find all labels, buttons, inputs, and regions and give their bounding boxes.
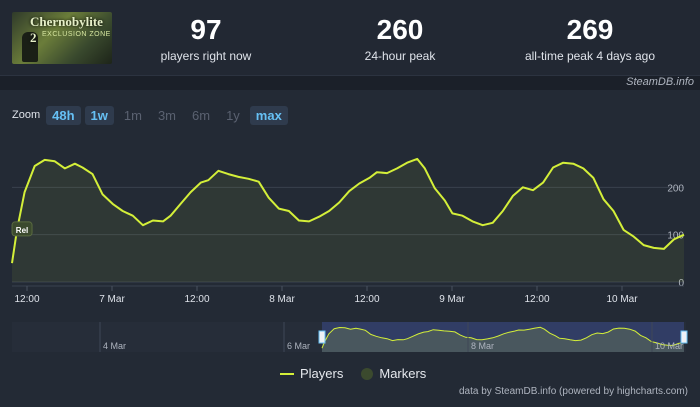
zoom-max-button[interactable]: max (249, 105, 288, 125)
thumbnail-title: Chernobylite 2 (30, 14, 103, 45)
stat-24h-peak: 260 24-hour peak (310, 14, 490, 63)
thumbnail-subtitle: EXCLUSION ZONE (42, 31, 111, 38)
zoom-label: Zoom (12, 109, 41, 121)
zoom-48h-button[interactable]: 48h (46, 105, 81, 125)
y-tick-label: 200 (667, 183, 684, 194)
x-tick-label: 7 Mar (99, 294, 125, 305)
navigator-label: 10 Mar (655, 341, 683, 351)
zoom-1y-button[interactable]: 1y (226, 107, 240, 123)
x-tick-label: 10 Mar (606, 294, 638, 305)
y-tick-label: 100 (667, 231, 684, 242)
navigator-handle-right (680, 330, 688, 344)
stat-label: players right now (160, 49, 252, 63)
x-tick-label: 12:00 (354, 294, 379, 305)
zoom-1w-button[interactable]: 1w (84, 105, 114, 125)
legend-item-markers[interactable]: Markers (379, 366, 427, 381)
players-area (12, 158, 684, 282)
x-tick-label: 8 Mar (269, 294, 295, 305)
legend-item-players[interactable]: Players (300, 366, 344, 381)
stats-header: Chernobylite 2 EXCLUSION ZONE 97 players… (0, 0, 700, 76)
stat-label: all-time peak 4 days ago (524, 49, 656, 63)
zoom-6m-button[interactable]: 6m (192, 107, 211, 123)
stat-value: 260 (376, 14, 424, 45)
x-tick-label: 12:00 (14, 294, 39, 305)
zoom-3m-button[interactable]: 3m (157, 107, 176, 123)
navigator-label: 4 Mar (103, 341, 126, 351)
chart-legend: Players Markers (280, 366, 426, 381)
navigator-area (322, 327, 684, 352)
stat-current-players: 97 players right now (116, 14, 296, 63)
release-marker (11, 221, 33, 237)
stat-value: 97 (190, 14, 222, 45)
x-tick-label: 12:00 (524, 294, 549, 305)
markers-legend-swatch (361, 367, 374, 380)
chart-panel (0, 90, 700, 407)
x-tick-label: 12:00 (184, 294, 209, 305)
zoom-selector: Zoom 48h 1w 1m 3m 6m 1y max (12, 104, 292, 126)
game-thumbnail[interactable]: Chernobylite 2 EXCLUSION ZONE (12, 12, 112, 64)
navigator-handle-left (318, 330, 326, 344)
navigator-line (321, 326, 685, 349)
players-legend-swatch (280, 372, 294, 375)
stat-all-time-peak: 269 all-time peak 4 days ago (500, 14, 680, 63)
players-line (11, 157, 685, 264)
stat-value: 269 (566, 14, 614, 45)
release-marker-label: Rel (16, 226, 28, 235)
x-tick-label: 9 Mar (439, 294, 465, 305)
steamdb-credit[interactable]: SteamDB.info (626, 76, 694, 88)
stat-label: 24-hour peak (364, 49, 436, 63)
navigator-label: 6 Mar (287, 341, 310, 351)
footer-credit[interactable]: data by SteamDB.info (powered by highcha… (459, 386, 688, 397)
zoom-1m-button[interactable]: 1m (123, 107, 142, 123)
y-tick-label: 0 (678, 278, 684, 289)
navigator-label: 8 Mar (471, 341, 494, 351)
navigator-selection (322, 322, 684, 352)
thumbnail-figure (22, 32, 38, 62)
